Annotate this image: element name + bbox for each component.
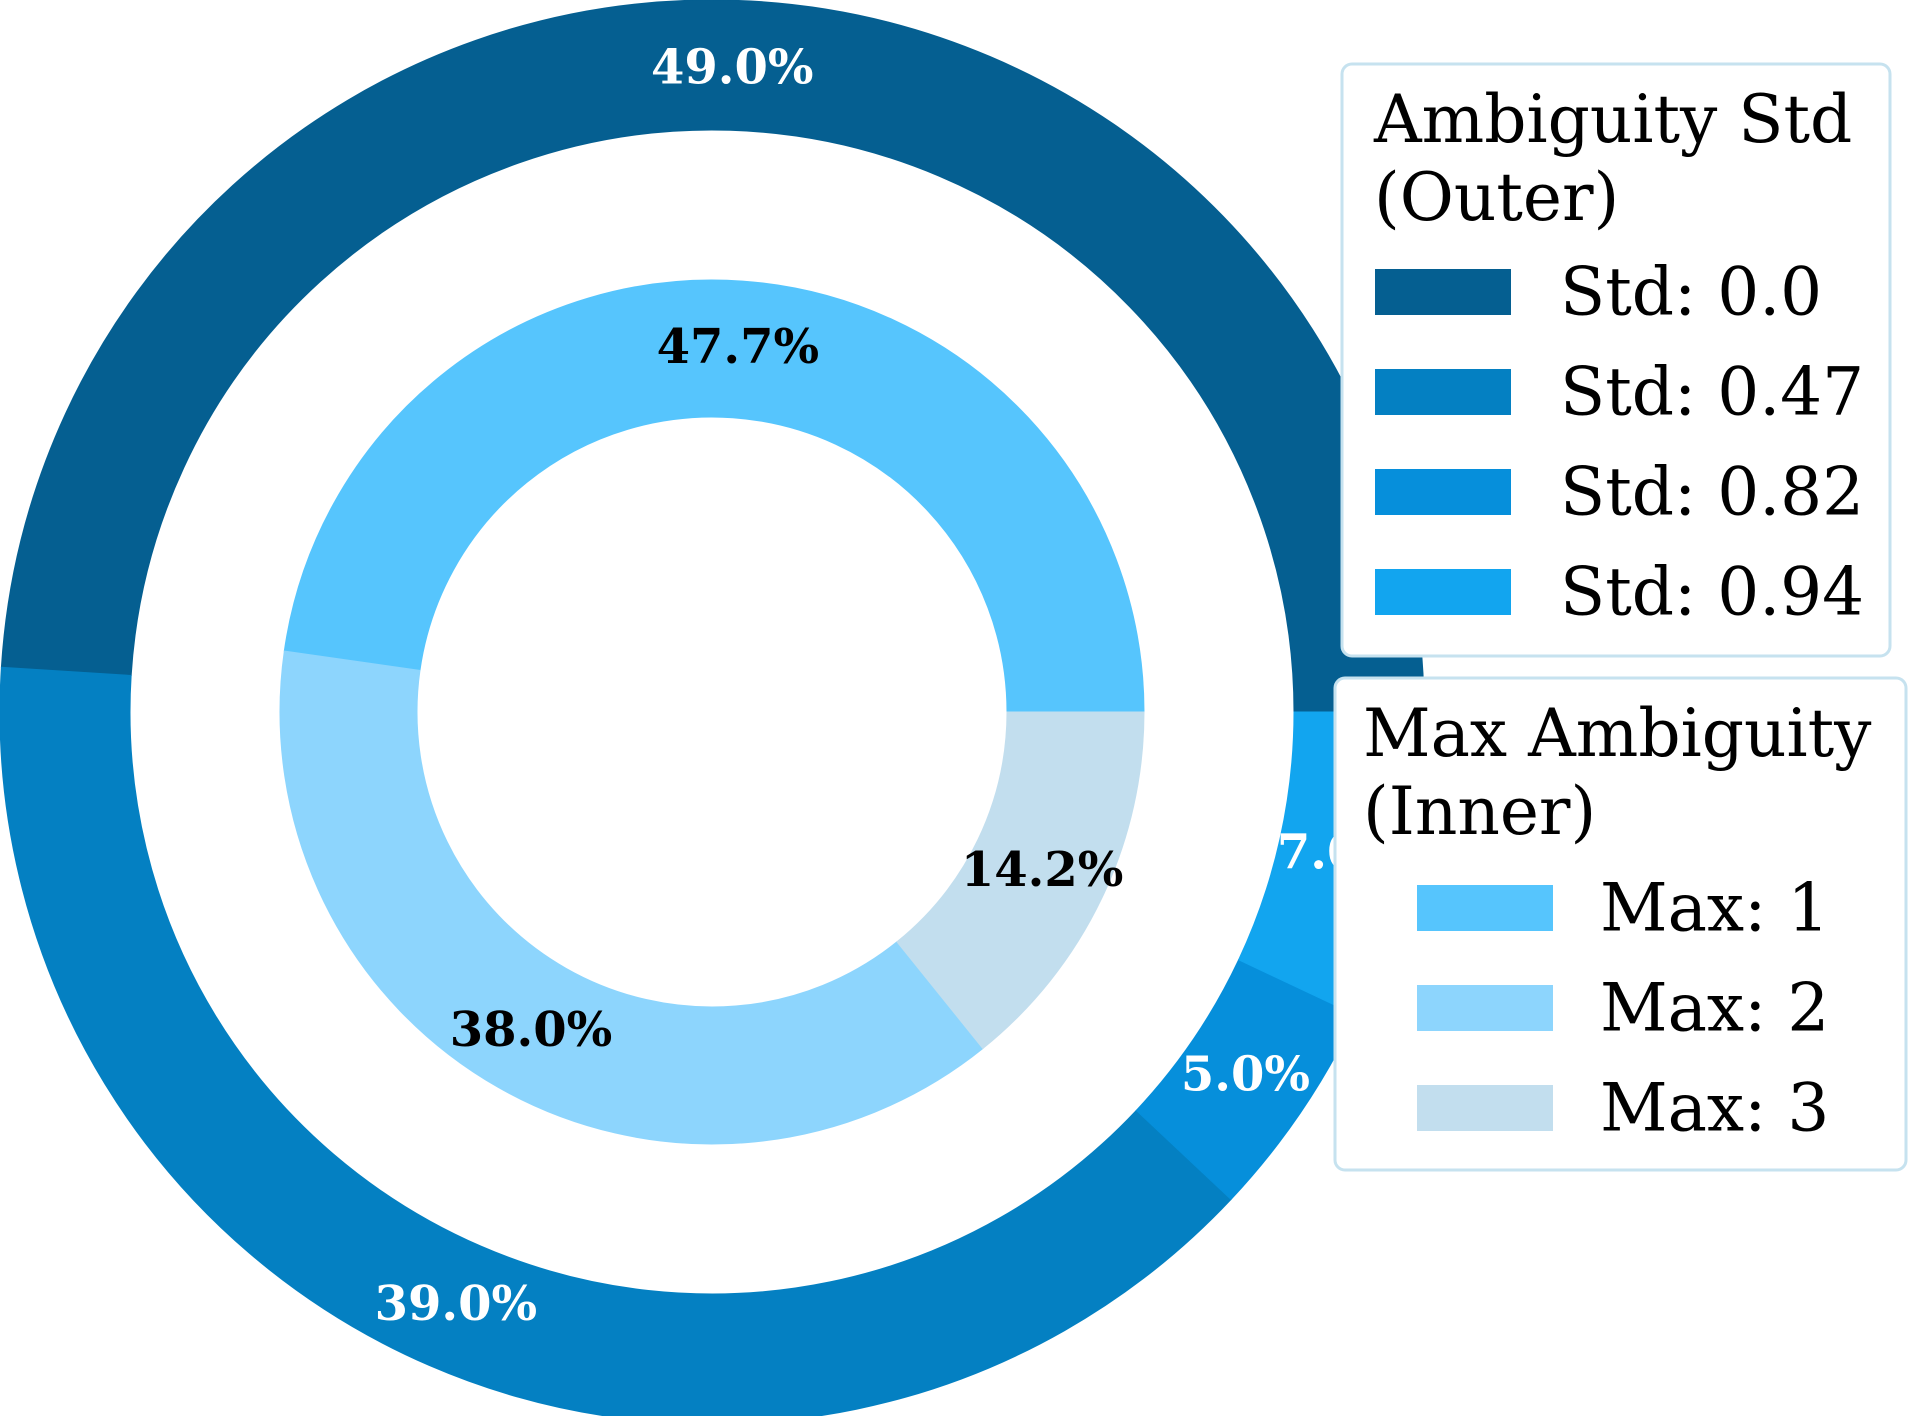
inner-pct-label-1: 47.7%	[657, 319, 820, 375]
inner-pct-label-3: 14.2%	[961, 842, 1124, 898]
legend-outer-title-line-1: Ambiguity Std	[1373, 81, 1852, 158]
inner-slice-1	[283, 279, 1145, 713]
inner-legend-label-3: Max: 3	[1600, 1070, 1829, 1147]
legend-inner: Max Ambiguity (Inner) Max: 1 Max: 2 Max: 3	[1333, 676, 1908, 1172]
outer-pct-label-2: 39.0%	[375, 1276, 538, 1332]
inner-legend-swatch-2	[1417, 985, 1553, 1031]
outer-slice-1	[0, 0, 1425, 713]
outer-pct-label-3: 5.0%	[1181, 1047, 1310, 1103]
outer-legend-label-1: Std: 0.0	[1560, 254, 1822, 331]
outer-legend-swatch-3	[1375, 469, 1511, 515]
outer-ring	[0, 0, 1425, 1416]
inner-legend-swatch-1	[1417, 885, 1553, 931]
outer-legend-swatch-1	[1375, 269, 1511, 315]
outer-legend-label-2: Std: 0.47	[1560, 354, 1864, 431]
outer-legend-swatch-2	[1375, 369, 1511, 415]
legend-outer: Ambiguity Std (Outer) Std: 0.0 Std: 0.47 S…	[1340, 62, 1892, 658]
legend-inner-frame	[1333, 676, 1908, 1172]
inner-slice-2	[279, 650, 984, 1145]
inner-slice-3	[896, 711, 1145, 1050]
inner-pct-label-2: 38.0%	[450, 1002, 613, 1058]
legend-inner-title-line-2: (Inner)	[1363, 773, 1596, 850]
legend-inner-title-line-1: Max Ambiguity	[1363, 695, 1872, 772]
legend-outer-title-line-2: (Outer)	[1374, 159, 1619, 236]
inner-legend-label-1: Max: 1	[1600, 870, 1829, 947]
inner-ring	[279, 279, 1145, 1145]
outer-legend-label-4: Std: 0.94	[1560, 554, 1864, 631]
outer-legend-label-3: Std: 0.82	[1560, 454, 1864, 531]
inner-legend-swatch-3	[1417, 1085, 1553, 1131]
outer-slice-2	[0, 666, 1232, 1416]
outer-pct-label-1: 49.0%	[651, 39, 814, 95]
inner-legend-label-2: Max: 2	[1600, 970, 1829, 1047]
outer-legend-swatch-4	[1375, 569, 1511, 615]
